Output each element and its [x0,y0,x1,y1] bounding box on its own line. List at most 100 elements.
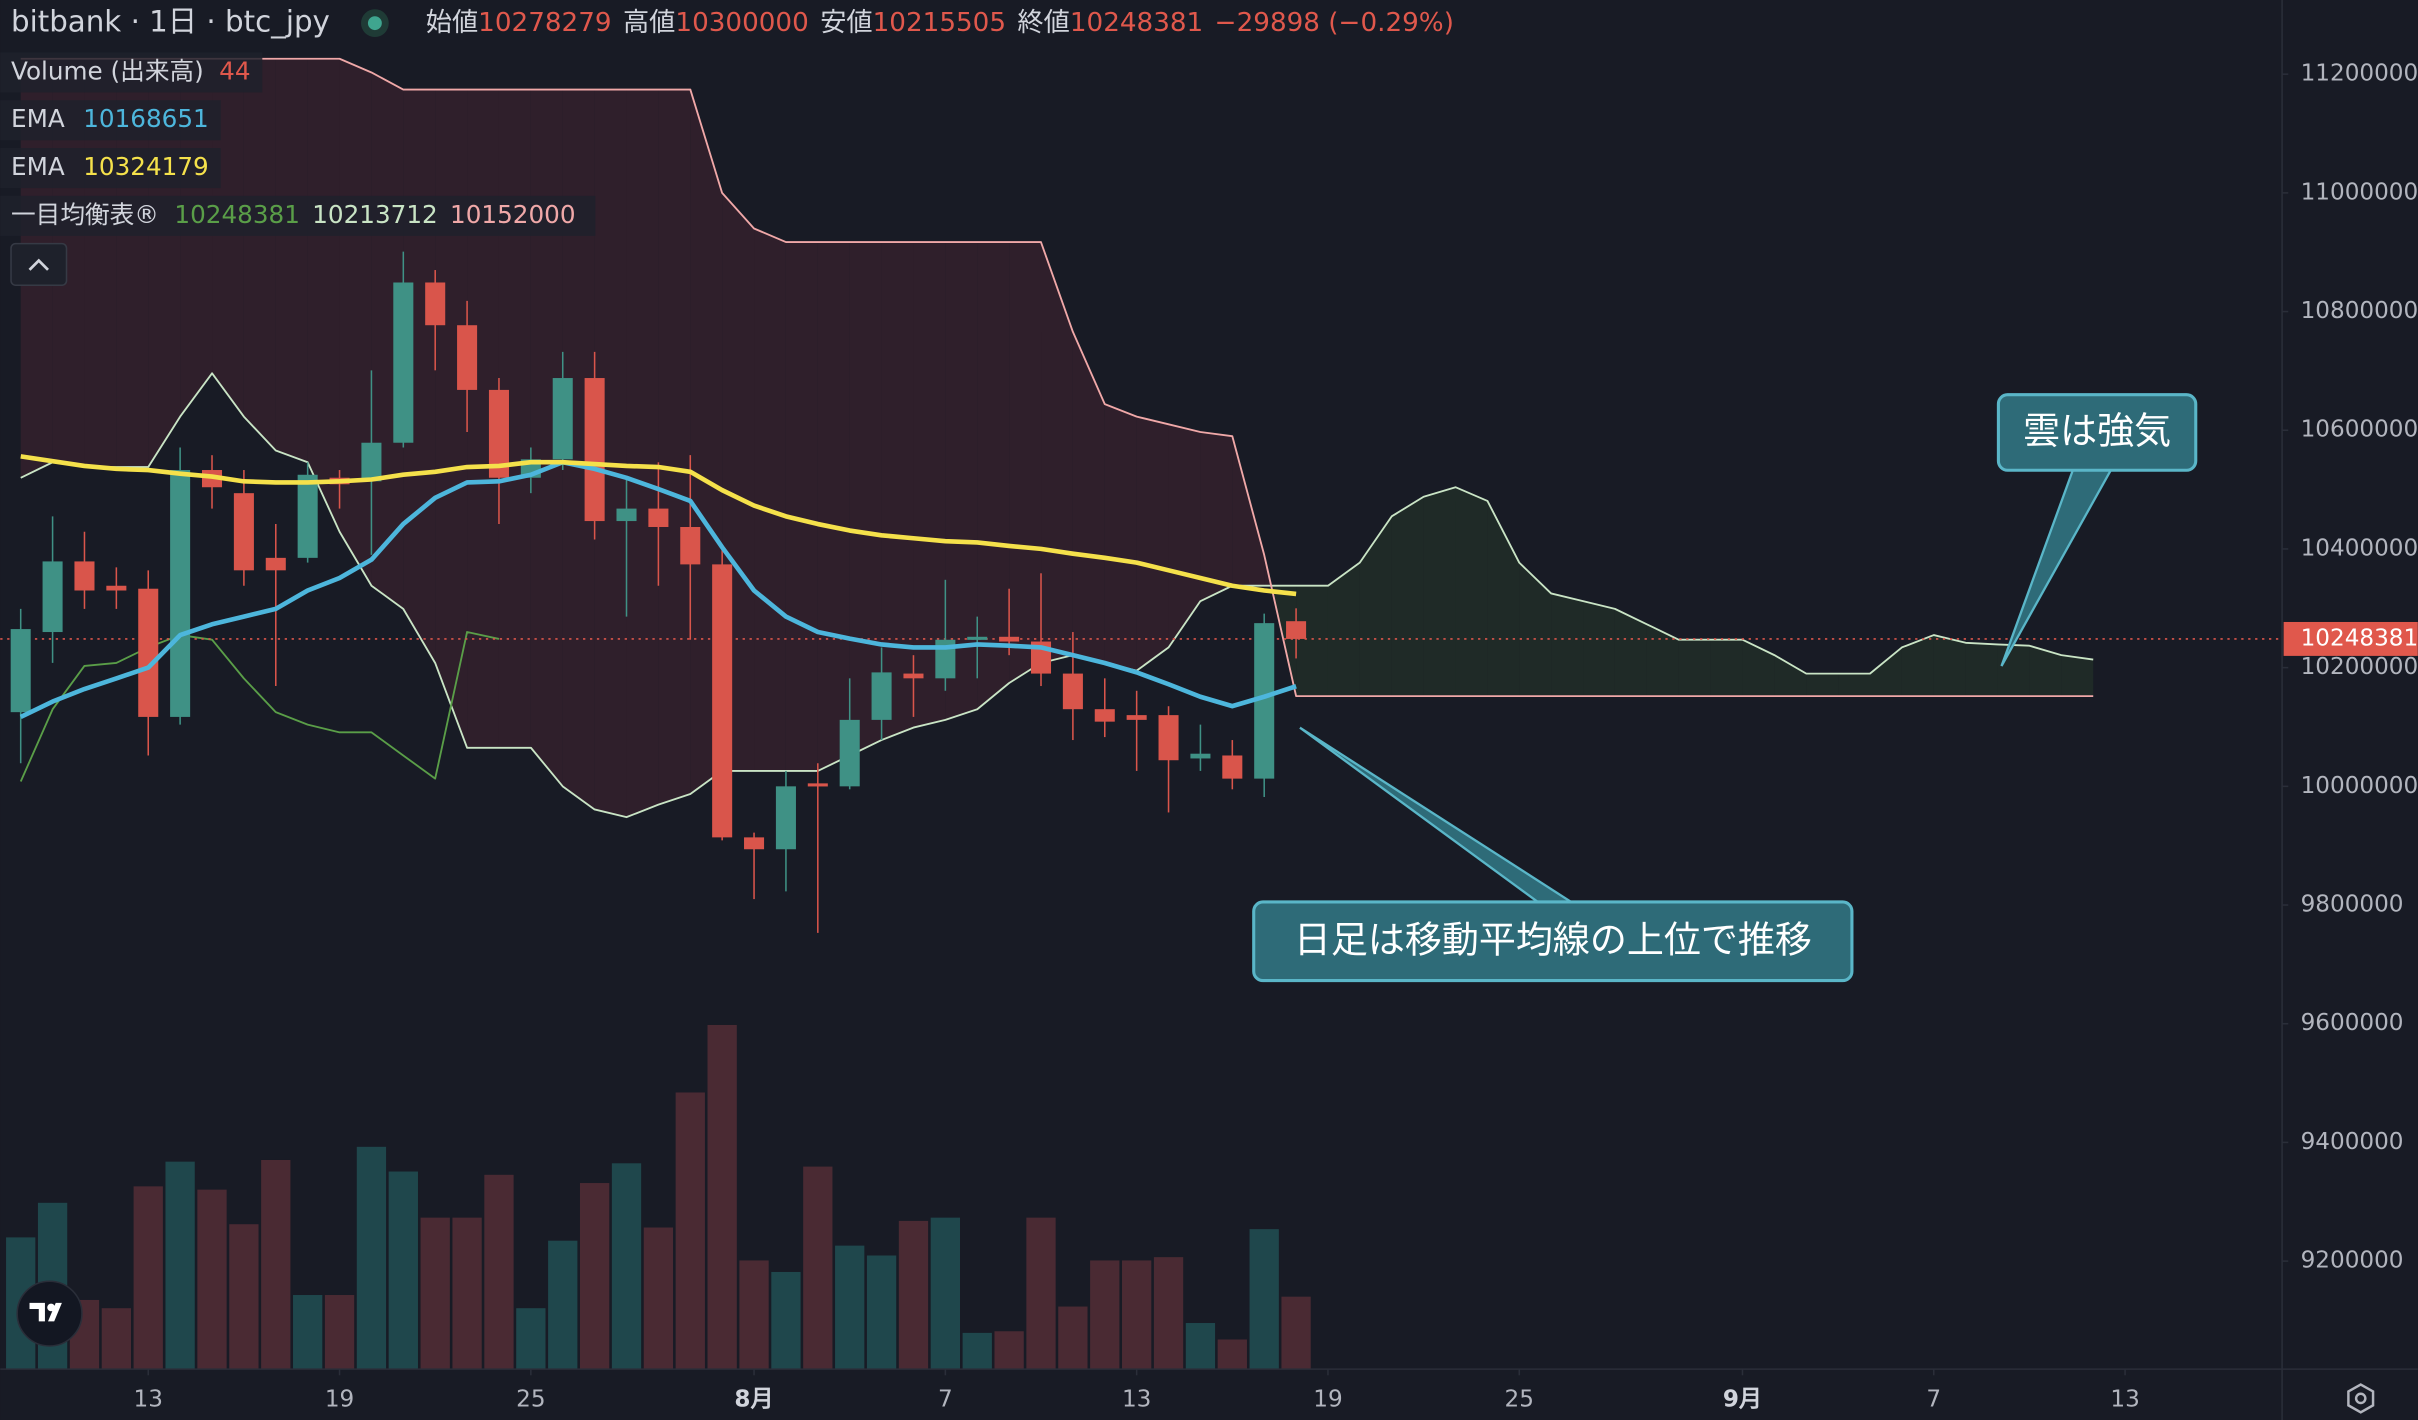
candle-body [138,588,159,717]
volume-bar [611,1163,642,1370]
candle-body [680,526,701,565]
button-frame[interactable] [10,242,68,287]
plot-area [0,57,2283,1370]
x-tick-label: 13 [1122,1386,1151,1412]
volume-bar [1026,1217,1056,1370]
settings-button[interactable] [2347,1383,2375,1414]
candle-body [457,325,478,390]
volume-bar [452,1217,482,1370]
cloud-fill [1391,496,1424,697]
tradingview-logo[interactable] [16,1280,83,1347]
price-label: 10248381 [2301,625,2418,651]
cloud-fill [1614,608,1647,697]
volume-bar [771,1271,801,1370]
cloud-fill [275,58,308,463]
cloud-fill [2029,645,2062,697]
volume-bar [261,1159,291,1370]
x-tick-label: 13 [2110,1386,2139,1412]
cloud-fill [977,242,1010,710]
ohlc-value: 10215505 [873,8,1006,38]
candle-body [584,378,605,522]
cloud-fill [1646,624,1679,697]
y-tick-label: 10400000 [2301,535,2418,561]
cloud-fill [562,89,595,810]
ema-line [19,459,1297,720]
candle-body [425,282,446,326]
volume-bar [420,1217,450,1370]
x-tick-label: 13 [134,1386,163,1412]
volume-bar [197,1189,227,1370]
cloud-fill [881,242,914,741]
volume-bar [898,1220,929,1370]
volume-bar [835,1245,865,1370]
candle-body [170,470,191,717]
y-tick-label: 10800000 [2301,298,2418,324]
ohlc-value: 10300000 [675,8,808,38]
cloud-fill [1041,242,1073,663]
y-tick-label: 10200000 [2301,654,2418,680]
candle-body [807,783,828,787]
cloud-fill [785,242,818,771]
cloud-fill [498,89,531,748]
gear-icon[interactable] [2347,1383,2375,1414]
legend-volume: Volume (出来高) 44 [11,56,251,85]
legend-label: EMA [11,104,65,133]
candle-body [488,389,509,478]
y-tick-label: 9800000 [2301,892,2404,918]
cloud-fill [1870,647,1902,697]
callout-text: 日足は移動平均線の上位で推移 [1294,919,1812,962]
volume-bar [579,1183,610,1370]
cloud-fill [1327,562,1360,697]
gear-hub [2354,1392,2367,1405]
cloud-fill [1838,673,1871,697]
x-tick-label: 7 [1926,1386,1941,1412]
cloud-fill [1359,516,1392,697]
x-tick-label: 8月 [734,1386,773,1412]
ohlc-label: 終値 [1017,8,1069,38]
candle-body [648,508,669,527]
ohlc-value: 10248381 [1070,8,1203,38]
cloud-fill [1168,424,1201,648]
legend-label: Volume (出来高) [11,56,204,85]
candle-body [775,786,796,850]
legend-bg [0,100,221,141]
cloud-fill [1009,242,1042,684]
axes: 9200000 9400000 9600000 9800000 10000000 1020… [134,61,2418,1413]
candle-body [552,378,573,460]
candle-body [1062,673,1083,710]
cloud-fill [307,58,340,532]
candle-body [297,474,318,558]
volume-bar [643,1227,674,1370]
cloud-fill [594,89,627,818]
cloud-fill [913,242,946,728]
lagging-line [19,631,500,782]
cloud-fill [1997,644,2030,697]
callout-box [1252,900,1854,983]
cloud-fill [1519,562,1552,697]
legend-bg [0,148,221,189]
candle-body [616,508,637,522]
cloud-fill [754,228,786,771]
volume-bar [165,1161,195,1370]
cloud-fill [1710,639,1743,697]
x-tick-label: 9月 [1723,1386,1762,1412]
candle-body [839,719,860,787]
volume-bar [101,1308,132,1370]
logo-circle[interactable] [16,1280,83,1347]
chart-title: bitbank · 1日 · btc_jpy [11,5,330,39]
volume-bar [293,1295,323,1370]
collapse-button[interactable] [10,242,68,287]
cloud-fill [1551,593,1584,697]
candle-body [233,493,254,571]
logo-dot [47,1303,55,1312]
cloud-fill [1901,635,1934,697]
volume-bar [1281,1296,1311,1370]
cloud-fill [1072,331,1105,663]
volume-bar [803,1166,833,1370]
x-tick-label: 25 [516,1386,545,1412]
cloud-fill [1742,639,1775,697]
volume-bar [1217,1339,1247,1370]
cloud-fill [1136,416,1169,671]
cloud-fill [1423,487,1456,697]
